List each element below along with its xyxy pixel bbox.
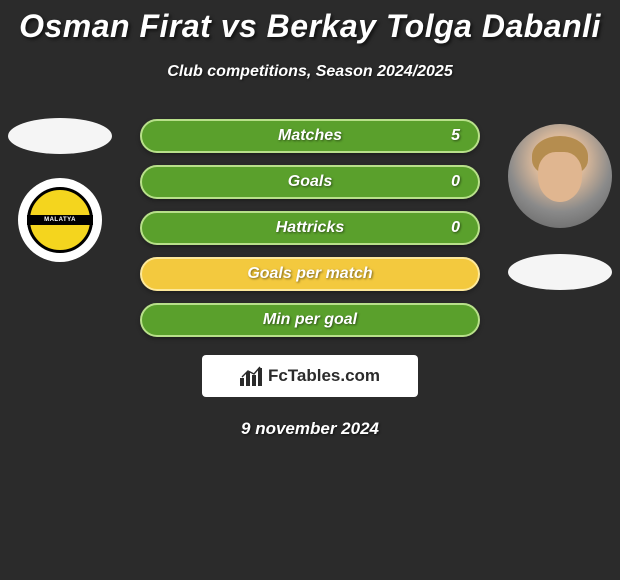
- subtitle: Club competitions, Season 2024/2025: [0, 63, 620, 81]
- stat-row-goals: Goals 0: [140, 165, 480, 199]
- club-badge-inner: MALATYA: [27, 187, 93, 253]
- page-title: Osman Firat vs Berkay Tolga Dabanli: [0, 0, 620, 45]
- date-text: 9 november 2024: [0, 419, 620, 439]
- stat-label: Goals per match: [247, 265, 372, 283]
- stat-value: 5: [451, 127, 460, 145]
- stat-row-matches: Matches 5: [140, 119, 480, 153]
- bar-chart-icon: [240, 366, 262, 386]
- fctables-logo[interactable]: FcTables.com: [202, 355, 418, 397]
- club-badge-text: MALATYA: [44, 217, 76, 223]
- stat-label: Goals: [288, 173, 332, 191]
- stat-label: Matches: [278, 127, 342, 145]
- player-left-photo-placeholder: [8, 118, 112, 154]
- stat-value: 0: [451, 219, 460, 237]
- stat-label: Hattricks: [276, 219, 344, 237]
- stat-row-goals-per-match: Goals per match: [140, 257, 480, 291]
- stat-row-min-per-goal: Min per goal: [140, 303, 480, 337]
- player-left-club-badge: MALATYA: [18, 178, 102, 262]
- stat-row-hattricks: Hattricks 0: [140, 211, 480, 245]
- player-right-photo: [508, 124, 612, 228]
- logo-text: FcTables.com: [268, 366, 380, 386]
- stat-label: Min per goal: [263, 311, 357, 329]
- player-right-placeholder: [508, 254, 612, 290]
- stat-value: 0: [451, 173, 460, 191]
